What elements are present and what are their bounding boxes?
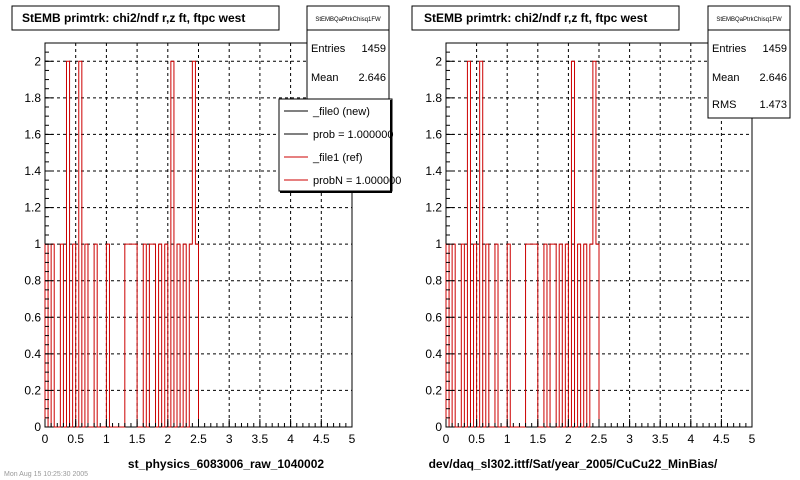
x-tick-label: 3.5 — [252, 432, 269, 446]
right-stats-rms-label: RMS — [712, 99, 736, 111]
right-stats-name: StEMBQaPtrkChisq1FW — [716, 17, 782, 23]
y-tick-label: 1.2 — [24, 201, 41, 215]
x-tick-label: 2.5 — [190, 432, 207, 446]
x-tick-label: 1.5 — [529, 432, 546, 446]
right-stats-mean-value: 2.646 — [759, 72, 787, 84]
left-x-ticks: 0 0.5 1 1.5 2 2.5 3 3.5 4 4.5 5 — [42, 419, 356, 446]
right-stats-entries-label: Entries — [712, 43, 747, 55]
y-tick-label: 0.6 — [24, 310, 41, 324]
left-y-ticks: 0 0.2 0.4 0.6 0.8 1 1.2 1.4 1.6 1.8 2 — [24, 42, 53, 434]
legend-label-prob: prob = 1.000000 — [313, 129, 393, 141]
y-tick-label: 1 — [435, 237, 442, 251]
y-tick-label: 0.2 — [24, 383, 41, 397]
x-tick-label: 5 — [349, 432, 356, 446]
right-stats-mean-label: Mean — [712, 72, 740, 84]
y-tick-label: 0.8 — [425, 274, 442, 288]
y-tick-label: 0 — [435, 420, 442, 434]
left-title-box: StEMB primtrk: chi2/ndf r,z ft, ftpc wes… — [11, 5, 280, 31]
x-tick-label: 0.5 — [468, 432, 485, 446]
right-stats-box: StEMBQaPtrkChisq1FW Entries 1459 Mean 2.… — [707, 5, 791, 119]
y-tick-label: 2 — [435, 54, 442, 68]
right-y-ticks: 0 0.2 0.4 0.6 0.8 1 1.2 1.4 1.6 1.8 2 — [425, 42, 454, 434]
y-tick-label: 2 — [34, 54, 41, 68]
y-tick-label: 0.8 — [24, 274, 41, 288]
x-tick-label: 4 — [287, 432, 294, 446]
x-tick-label: 1 — [504, 432, 511, 446]
left-x-axis-label: st_physics_6083006_raw_1040002 — [128, 457, 324, 471]
left-stats-entries-value: 1459 — [362, 43, 386, 55]
right-pad: 0 0.5 1 1.5 2 2.5 3 3.5 4 4.5 5 0 0.2 0.4 0.6 0.8 1 1.2 1… — [411, 5, 791, 471]
x-tick-label: 3 — [626, 432, 633, 446]
right-x-ticks: 0 0.5 1 1.5 2 2.5 3 3.5 4 4.5 5 — [443, 419, 756, 446]
x-tick-label: 0 — [42, 432, 49, 446]
x-tick-label: 3.5 — [652, 432, 669, 446]
footer-timestamp: Mon Aug 15 10:25:30 2005 — [4, 471, 88, 478]
x-tick-label: 1 — [103, 432, 110, 446]
y-tick-label: 1.4 — [425, 164, 442, 178]
right-chart-title: StEMB primtrk: chi2/ndf r,z ft, ftpc wes… — [424, 11, 647, 25]
right-stats-entries-value: 1459 — [763, 43, 787, 55]
y-tick-label: 1.6 — [425, 127, 442, 141]
right-title-box: StEMB primtrk: chi2/ndf r,z ft, ftpc wes… — [411, 5, 680, 31]
y-tick-label: 1.4 — [24, 164, 41, 178]
x-tick-label: 2 — [164, 432, 171, 446]
y-tick-label: 1.8 — [425, 91, 442, 105]
y-tick-label: 0.2 — [425, 383, 442, 397]
y-tick-label: 0 — [34, 420, 41, 434]
y-tick-label: 0.6 — [425, 310, 442, 324]
x-tick-label: 4.5 — [313, 432, 330, 446]
x-tick-label: 1.5 — [129, 432, 146, 446]
y-tick-label: 1.2 — [425, 201, 442, 215]
right-x-axis-label: dev/daq_sl302.ittf/Sat/year_2005/CuCu22_… — [429, 457, 718, 471]
legend-box: _file0 (new) prob = 1.000000 _file1 (ref… — [278, 98, 401, 193]
right-stats-rms-value: 1.473 — [759, 99, 787, 111]
left-stats-mean-label: Mean — [311, 72, 339, 84]
legend-label-new: _file0 (new) — [312, 106, 370, 118]
x-tick-label: 4.5 — [713, 432, 730, 446]
x-tick-label: 0.5 — [67, 432, 84, 446]
y-tick-label: 0.4 — [24, 347, 41, 361]
left-stats-name: StEMBQaPtrkChisq1FW — [315, 17, 381, 23]
x-tick-label: 0 — [443, 432, 450, 446]
left-stats-entries-label: Entries — [311, 43, 346, 55]
x-tick-label: 2.5 — [591, 432, 608, 446]
y-tick-label: 1 — [34, 237, 41, 251]
legend-label-probn: probN = 1.000000 — [313, 175, 401, 187]
x-tick-label: 4 — [687, 432, 694, 446]
y-tick-label: 0.4 — [425, 347, 442, 361]
legend-label-ref: _file1 (ref) — [312, 152, 363, 164]
left-chart-title: StEMB primtrk: chi2/ndf r,z ft, ftpc wes… — [22, 11, 245, 25]
x-tick-label: 2 — [565, 432, 572, 446]
y-tick-label: 1.6 — [24, 127, 41, 141]
x-tick-label: 3 — [226, 432, 233, 446]
y-tick-label: 1.8 — [24, 91, 41, 105]
x-tick-label: 5 — [749, 432, 756, 446]
left-stats-mean-value: 2.646 — [358, 72, 386, 84]
left-pad: 0 0.5 1 1.5 2 2.5 3 3.5 4 4.5 5 0 0.2 0.4 0.6 0.8 1 1.2 1… — [11, 5, 401, 471]
